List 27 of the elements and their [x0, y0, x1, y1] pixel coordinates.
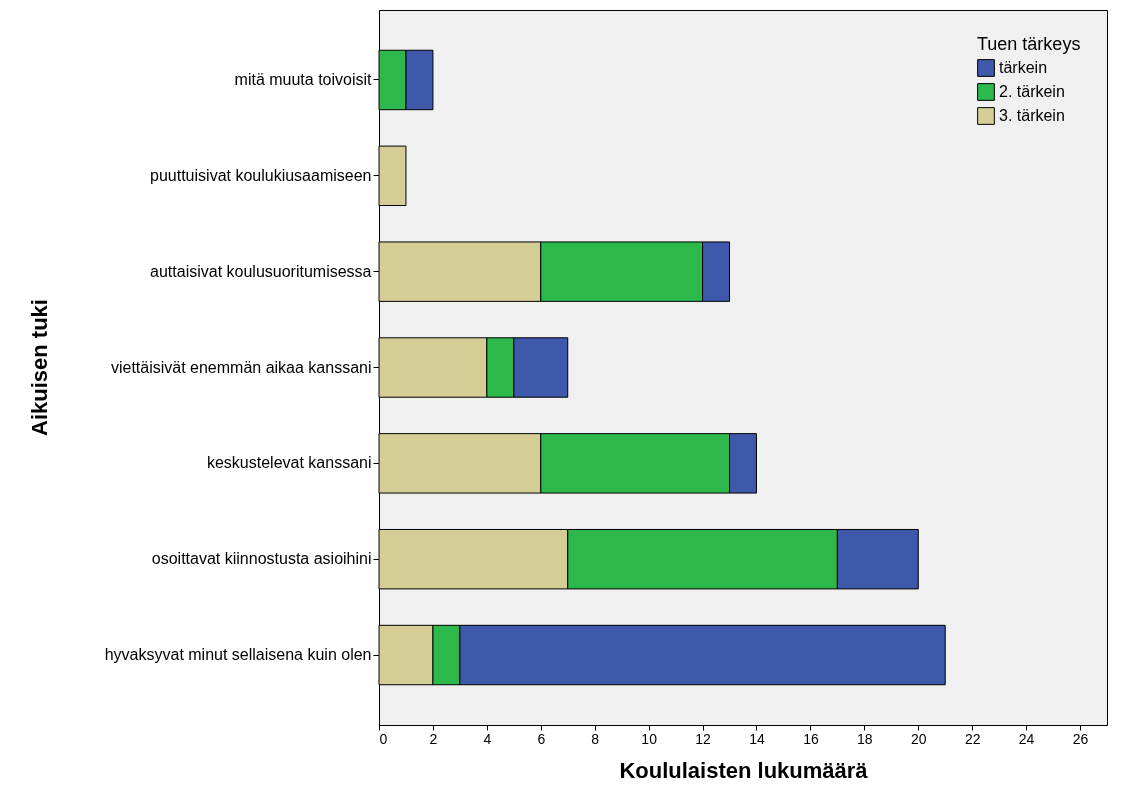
x-tick-label: 8: [591, 730, 600, 747]
x-tick-label: 12: [695, 730, 712, 747]
y-axis-title: Aikuisen tuki: [26, 299, 52, 436]
y-tick-label: mitä muuta toivoisit: [234, 70, 373, 88]
x-tick-label: 18: [857, 730, 873, 747]
legend-label: 3. tärkein: [999, 107, 1065, 124]
y-tick-label: keskustelevat kanssani: [206, 454, 372, 472]
legend-label: tärkein: [999, 59, 1048, 76]
y-tick-label: osoittavat kiinnostusta asioihini: [151, 550, 372, 568]
x-tick-label: 20: [910, 730, 927, 747]
x-tick-label: 26: [1072, 730, 1089, 747]
x-tick-label: 14: [749, 730, 765, 747]
y-tick-label: auttaisivat koulusuoritumisessa: [150, 262, 372, 280]
x-tick-label: 16: [803, 730, 819, 747]
x-axis-title: Koululaisten lukumäärä: [619, 757, 869, 783]
legend-label: 2. tärkein: [999, 83, 1065, 100]
y-tick-label: viettäisivät enemmän aikaa kanssani: [110, 358, 372, 376]
x-tick-label: 10: [641, 730, 658, 747]
x-tick-label: 6: [537, 730, 546, 747]
legend-title: Tuen tärkeys: [977, 34, 1081, 54]
y-tick-label: hyvaksyvat minut sellaisena kuin olen: [104, 646, 372, 664]
x-tick-label: 22: [964, 730, 981, 747]
x-tick-label: 2: [429, 730, 438, 747]
x-tick-label: 24: [1018, 730, 1035, 747]
x-tick-label: 0: [379, 730, 388, 747]
x-tick-label: 4: [483, 730, 492, 747]
y-tick-label: puuttuisivat koulukiusaamiseen: [150, 166, 372, 184]
